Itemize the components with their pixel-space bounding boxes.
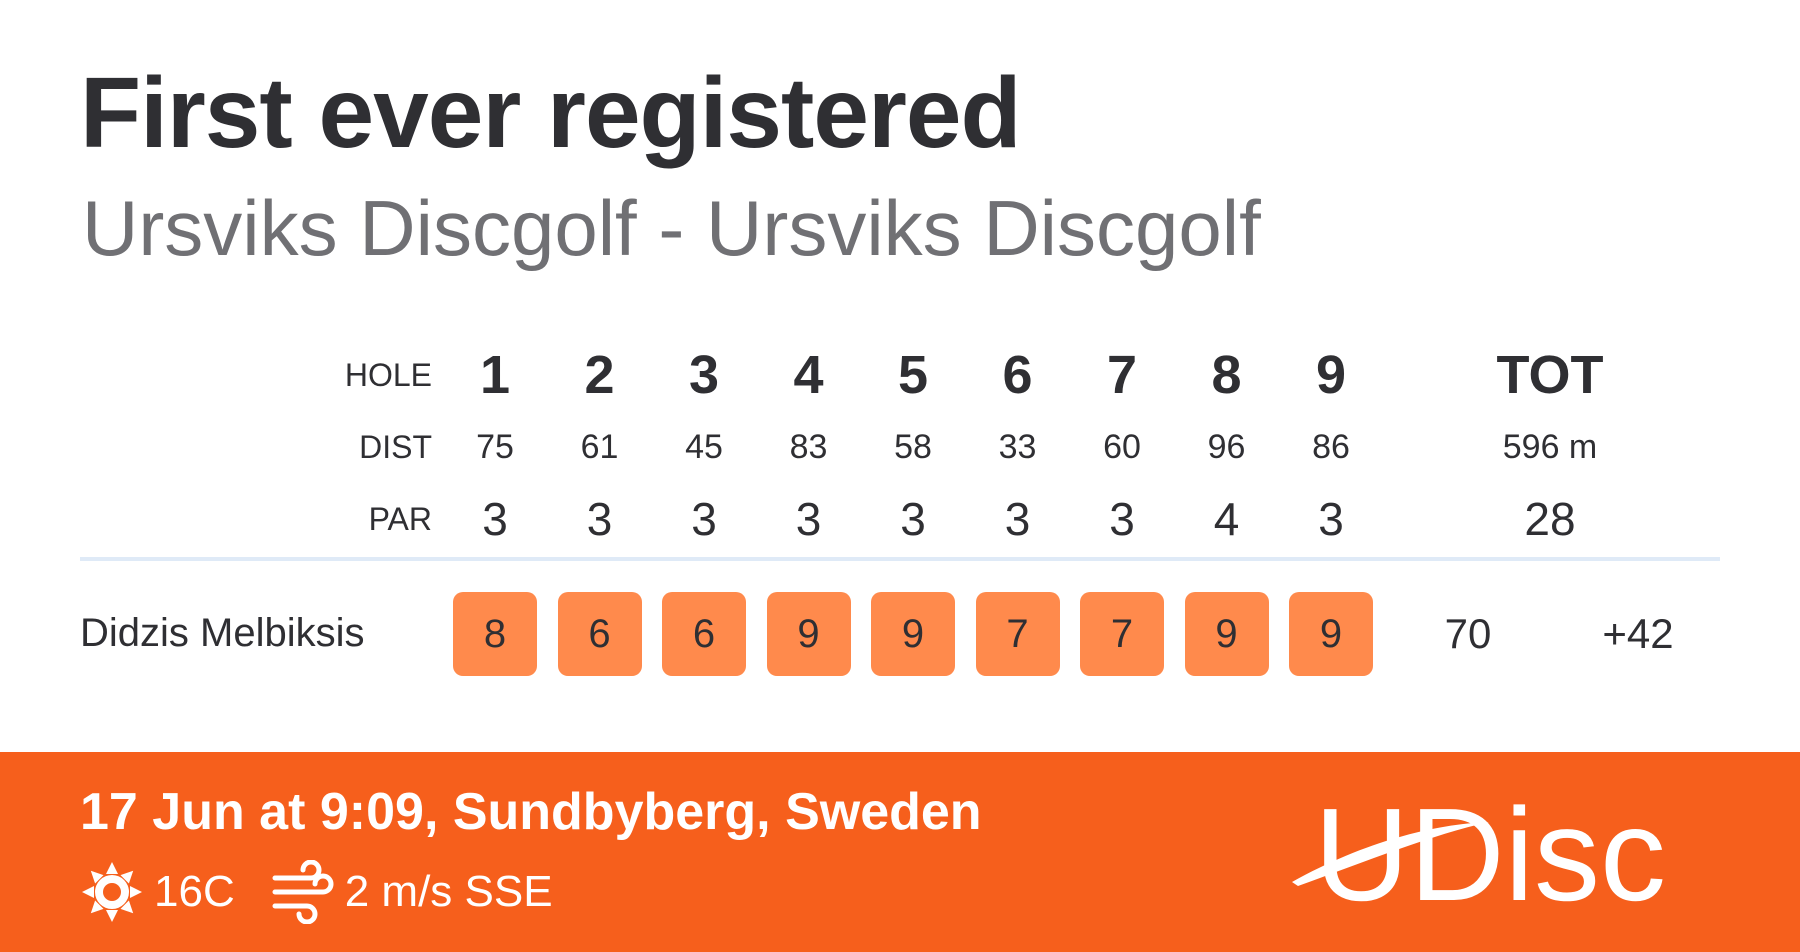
wind-speed: 2 m/s SSE: [344, 867, 553, 916]
hole-number-3: 3: [688, 345, 720, 405]
hole-number-7: 7: [1106, 345, 1138, 405]
hole-distance-2: 61: [580, 428, 619, 466]
hole-number-2: 2: [584, 345, 615, 405]
hole-par-7: 3: [1109, 493, 1135, 545]
sun-icon: [80, 860, 144, 924]
hole-number-8: 8: [1211, 345, 1242, 405]
hole-score-7: 7: [1080, 592, 1164, 676]
par-label: PAR: [368, 501, 432, 537]
total-par: 28: [1524, 493, 1576, 545]
hole-number-4: 4: [793, 345, 824, 405]
round-title: First ever registered: [80, 57, 1022, 169]
course-name: Ursviks Discgolf - Ursviks Discgolf: [82, 184, 1261, 272]
total-label: TOT: [1496, 345, 1604, 405]
distance-row: DIST 75 61 45 83 58 33 60 96 86 596 m: [0, 412, 1800, 482]
hole-row: HOLE 1 2 3 4 5 6 7 8 9 TOT: [0, 340, 1800, 410]
date-location: 17 Jun at 9:09, Sundbyberg, Sweden: [80, 783, 982, 841]
hole-number-5: 5: [897, 345, 929, 405]
footer-bar: 17 Jun at 9:09, Sundbyberg, Sweden 16C: [0, 752, 1800, 952]
hole-score-6: 7: [975, 592, 1060, 676]
hole-score-9: 9: [1289, 592, 1373, 676]
total-distance: 596 m: [1502, 428, 1598, 466]
hole-distance-7: 60: [1103, 428, 1141, 466]
hole-score-4: 9: [766, 592, 851, 676]
hole-distance-9: 86: [1312, 428, 1350, 466]
hole-par-3: 3: [691, 493, 717, 545]
hole-label: HOLE: [344, 357, 432, 393]
hole-par-9: 3: [1318, 493, 1344, 545]
divider: [80, 557, 1720, 561]
weather-info: 16C 2 m/s SSE: [80, 859, 553, 925]
par-row: PAR 3 3 3 3 3 3 3 4 3 28: [0, 484, 1800, 554]
hole-score-3: 6: [662, 592, 746, 676]
hole-distance-4: 83: [789, 428, 828, 466]
hole-par-6: 3: [1004, 493, 1031, 545]
hole-distance-6: 33: [998, 428, 1037, 466]
temperature: 16C: [154, 867, 235, 916]
hole-distance-1: 75: [476, 428, 514, 466]
udisc-logo: UDisc: [1284, 781, 1724, 928]
hole-score-2: 6: [557, 592, 642, 676]
hole-par-1: 3: [482, 493, 508, 545]
player-name: Didzis Melbiksis: [80, 611, 365, 655]
hole-number-6: 6: [1002, 345, 1033, 405]
dist-label: DIST: [359, 429, 432, 465]
hole-par-5: 3: [900, 493, 926, 545]
hole-number-9: 9: [1315, 345, 1347, 405]
player-relative-score: +42: [1602, 610, 1674, 657]
hole-score-8: 9: [1184, 592, 1269, 676]
hole-distance-8: 96: [1207, 428, 1246, 466]
hole-par-2: 3: [586, 493, 613, 545]
hole-score-1: 8: [453, 592, 537, 676]
hole-number-1: 1: [479, 345, 511, 405]
hole-distance-5: 58: [894, 428, 932, 466]
player-total: 70: [1444, 610, 1492, 657]
hole-par-8: 4: [1213, 493, 1240, 545]
hole-distance-3: 45: [685, 428, 723, 466]
wind-icon: [271, 859, 335, 925]
hole-par-4: 3: [795, 493, 822, 545]
hole-score-5: 9: [871, 592, 955, 676]
